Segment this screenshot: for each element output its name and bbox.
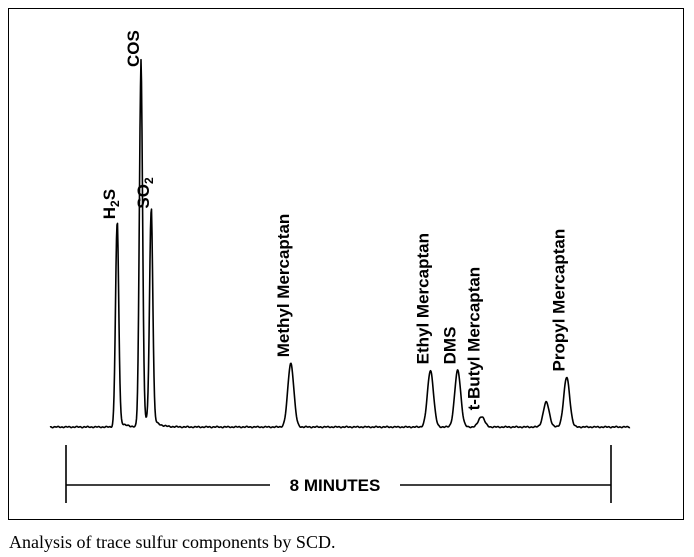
chromatogram-trace (49, 58, 631, 429)
peak-label-t-butyl-mercaptan: t-Butyl Mercaptan (465, 267, 484, 411)
chromatogram-chart: H2S COS SO2 Methyl Mercaptan Ethyl Mercaptan… (49, 30, 631, 503)
peak-label-ethyl-mercaptan: Ethyl Mercaptan (413, 233, 432, 364)
peak-label-dms: DMS (441, 327, 460, 365)
time-span-label: 8 MINUTES (290, 476, 381, 495)
peak-label-cos: COS (124, 30, 143, 67)
peak-label-h2s: H2S (100, 189, 122, 219)
chart-frame (8, 8, 684, 520)
figure-caption: Analysis of trace sulfur components by S… (9, 532, 336, 552)
peak-label-methyl-mercaptan: Methyl Mercaptan (274, 214, 293, 358)
peak-label-propyl-mercaptan: Propyl Mercaptan (550, 229, 569, 372)
peak-label-so2: SO2 (134, 177, 156, 209)
